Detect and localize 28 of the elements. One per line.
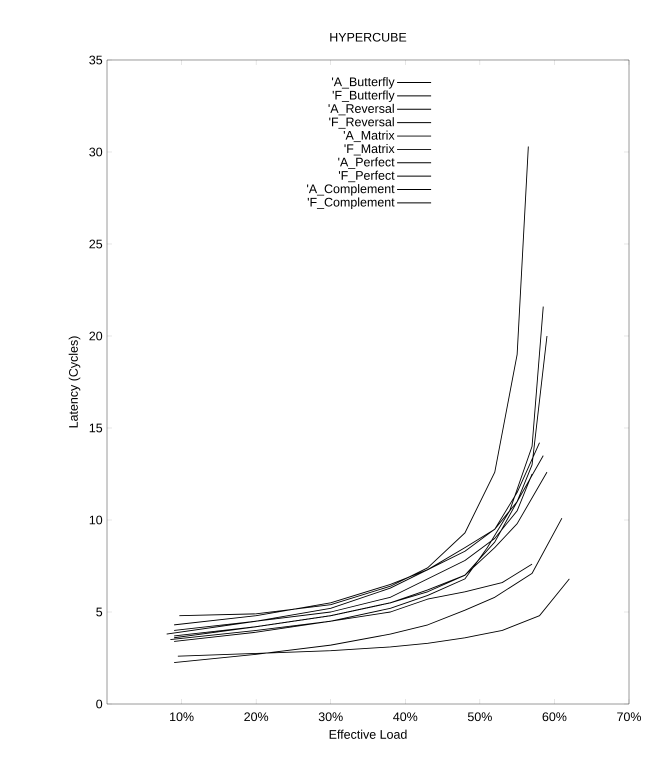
x-tick-label: 40% (393, 712, 418, 722)
x-tick-label: 70% (617, 712, 642, 722)
x-axis-title: Effective Load (330, 730, 407, 739)
y-tick-label: 0 (96, 700, 102, 708)
legend-label: 'A_Perfect (338, 157, 395, 169)
y-tick-label: 5 (96, 608, 102, 616)
x-tick-label: 60% (542, 712, 566, 722)
chart-title: HYPERCUBE (330, 32, 406, 42)
legend-label: 'F_Matrix (344, 144, 395, 156)
y-tick-label: 20 (89, 332, 102, 340)
y-tick-label: 25 (89, 240, 102, 248)
y-tick-label: 30 (89, 148, 102, 156)
legend-label: 'A_Reversal (328, 104, 394, 116)
y-axis-title: Latency (Cycles) (68, 336, 80, 428)
legend-label: 'A_Complement (307, 184, 395, 196)
legend-label: 'A_Butterfly (332, 77, 395, 89)
y-tick-label: 15 (90, 424, 102, 432)
x-tick-label: 10% (170, 712, 194, 722)
y-tick-label: 10 (90, 516, 102, 524)
x-tick-label: 50% (468, 712, 492, 722)
legend-label: 'F_Reversal (329, 117, 394, 129)
legend-label: 'A_Matrix (344, 130, 395, 142)
legend-label: 'F_Butterfly (332, 90, 395, 102)
x-tick-label: 30% (318, 712, 343, 722)
legend-label: 'F_Perfect (338, 170, 395, 182)
x-tick-label: 20% (244, 712, 268, 722)
legend-label: 'F_Complement (308, 197, 395, 210)
y-tick-label: 35 (89, 56, 102, 64)
